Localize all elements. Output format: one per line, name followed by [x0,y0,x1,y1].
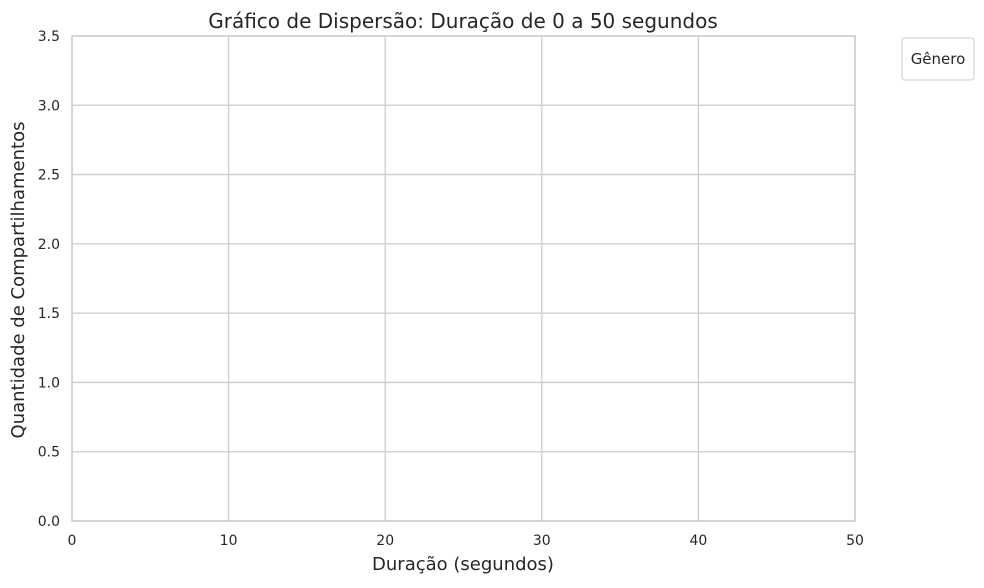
y-tick-label: 3.5 [38,29,60,45]
chart-title: Gráfico de Dispersão: Duração de 0 a 50 … [208,9,718,33]
plot-area-frame [71,35,856,522]
x-axis-label: Duração (segundos) [372,554,554,575]
y-tick-label: 2.0 [38,237,60,253]
y-gridlines [72,35,855,522]
y-axis-label: Quantidade de Compartilhamentos [8,122,29,439]
y-tick-label: 1.0 [38,375,60,391]
legend-title: Gênero [911,50,966,68]
x-tick-label: 30 [533,533,551,549]
x-tick-label: 0 [68,533,77,549]
x-tick-label: 10 [220,533,238,549]
y-tick-label: 0.0 [38,514,60,530]
x-tick-labels: 0 10 20 30 40 50 [68,533,864,549]
x-tick-label: 20 [376,533,394,549]
legend: Gênero [901,37,975,81]
y-tick-labels: 0.0 0.5 1.0 1.5 2.0 2.5 3.0 3.5 [38,29,60,530]
x-tick-label: 40 [689,533,707,549]
y-tick-label: 1.5 [38,306,60,322]
y-tick-label: 2.5 [38,168,60,184]
y-tick-label: 3.0 [38,98,60,114]
x-tick-label: 50 [846,533,864,549]
y-tick-label: 0.5 [38,445,60,461]
legend-frame [901,37,975,81]
x-gridlines [71,36,856,521]
